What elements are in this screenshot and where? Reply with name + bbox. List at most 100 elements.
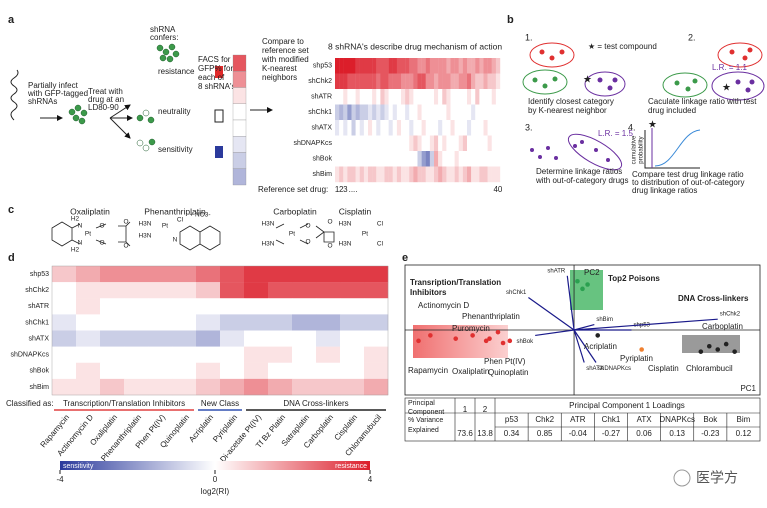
heat-cell	[355, 73, 360, 90]
heat-cell	[458, 166, 464, 183]
step-text: GFP% for	[198, 64, 233, 73]
row-label: shBok	[313, 156, 333, 163]
caption: Caculate linkage ratio with test	[648, 97, 757, 106]
heat-cell	[335, 120, 340, 136]
heat-cell	[351, 58, 356, 74]
heat-cell	[471, 58, 476, 74]
heat-cell	[363, 120, 369, 136]
heat-cell	[429, 135, 435, 152]
heat-cell	[76, 266, 101, 283]
heat-cell	[442, 58, 447, 74]
axis-label: probability	[639, 136, 645, 163]
row-label: shDNAPKcs	[293, 140, 332, 147]
table-cell: 0.06	[636, 429, 652, 438]
heat-cell	[487, 120, 492, 136]
heat-cell	[100, 378, 125, 396]
drug-label: Puromycin	[452, 324, 490, 333]
heat-cell	[100, 314, 125, 331]
heat-cell	[372, 135, 377, 152]
heat-cell	[363, 151, 369, 167]
heat-cell	[405, 120, 410, 136]
heat-cell	[454, 89, 459, 105]
heat-cell	[364, 330, 389, 347]
heat-cell	[359, 166, 365, 183]
test-cell	[232, 152, 247, 169]
heat-cell	[479, 166, 484, 183]
heat-cell	[268, 362, 293, 380]
heat-cell	[442, 135, 447, 152]
heat-cell	[417, 135, 422, 152]
heatmap-frame	[51, 265, 389, 396]
pc-point	[500, 340, 506, 346]
heat-cell	[368, 89, 373, 105]
heat-cell	[268, 378, 293, 396]
heat-cell	[384, 166, 389, 183]
heat-cell	[425, 135, 431, 152]
watermark-icon	[673, 469, 691, 487]
row-label: shATX	[29, 335, 50, 342]
heat-cell	[316, 314, 341, 331]
heat-cell	[413, 151, 418, 167]
heat-cell	[316, 346, 341, 363]
heat-cell	[405, 151, 410, 167]
heat-cell	[388, 73, 393, 90]
test-cell	[232, 119, 247, 137]
table-cell: Bok	[703, 415, 718, 424]
step-number: 4.	[628, 122, 636, 132]
heat-cell	[425, 58, 431, 74]
heat-cell	[446, 151, 451, 167]
heat-cell	[355, 151, 360, 167]
heat-cell	[425, 73, 431, 90]
heat-cell	[52, 282, 77, 299]
heat-cell	[339, 120, 344, 136]
pc-point	[507, 338, 513, 344]
atom: O	[305, 223, 310, 230]
heat-cell	[363, 135, 369, 152]
heat-cell	[491, 120, 497, 136]
row-label: shATR	[28, 303, 49, 310]
heat-cell	[458, 151, 464, 167]
step-number: 3.	[525, 122, 533, 132]
panel-label: b	[507, 14, 514, 26]
svg-text:★: ★	[648, 120, 657, 131]
loading-vector	[574, 318, 718, 331]
atom: N	[78, 223, 83, 230]
table-cell: 2	[483, 405, 488, 414]
heat-cell	[340, 330, 365, 347]
heat-cell	[462, 73, 468, 90]
heat-cell	[479, 58, 484, 74]
heat-cell	[483, 58, 488, 74]
heat-cell	[396, 89, 402, 105]
heat-cell	[52, 266, 77, 283]
heat-cell	[52, 378, 77, 396]
heat-cell	[396, 73, 402, 90]
heat-cell	[442, 166, 447, 183]
heat-cell	[351, 166, 356, 183]
pc-point	[428, 333, 433, 338]
table-cell: 0.13	[669, 429, 685, 438]
heat-cell	[196, 362, 221, 380]
table-header: Explained	[408, 427, 439, 434]
test-cell	[232, 71, 247, 88]
heat-cell	[124, 282, 149, 299]
heat-cell	[475, 151, 480, 167]
heat-cell	[316, 266, 341, 283]
heat-cell	[380, 73, 385, 90]
heat-cell	[434, 58, 439, 74]
heat-cell	[384, 104, 389, 121]
heat-cell	[244, 266, 269, 283]
heat-cell	[471, 135, 476, 152]
heat-cell	[425, 166, 431, 183]
heat-cell	[413, 58, 418, 74]
vector-label: shChk1	[506, 290, 527, 296]
heat-cell	[384, 120, 389, 136]
heat-cell	[401, 89, 406, 105]
heat-cell	[335, 166, 340, 183]
heat-cell	[438, 151, 443, 167]
heat-cell	[421, 104, 426, 121]
classified-label: Classified as:	[6, 399, 54, 408]
heat-cell	[462, 89, 468, 105]
heat-cell	[355, 104, 360, 121]
heat-cell	[339, 58, 344, 74]
heat-cell	[388, 151, 393, 167]
